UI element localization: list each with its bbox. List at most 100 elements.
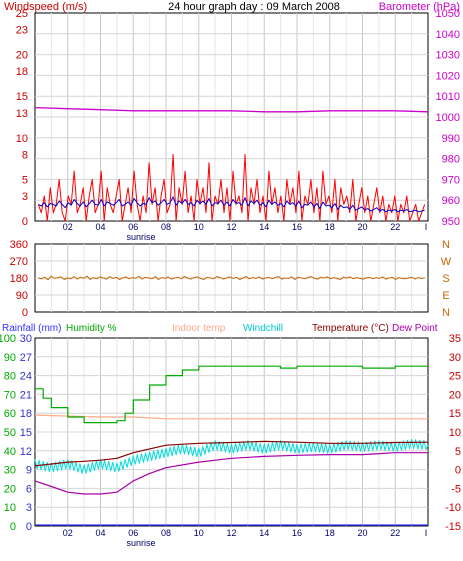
direction-tick-label: 0 — [22, 307, 28, 319]
temperature-tick-label: 10 — [449, 427, 461, 439]
direction-tick-label: 180 — [10, 273, 28, 285]
barometer-axis-ticks: 950 960 970 980 990 1000 1010 1020 1030 1040 1050 — [436, 8, 460, 228]
rainfall-tick-label: 21 — [20, 389, 32, 401]
wind-direction-series — [38, 275, 425, 281]
sunrise-label-2: sunrise — [126, 538, 155, 548]
humidity-axis-ticks: 0 10 20 30 40 50 60 70 80 90 100 — [0, 333, 16, 533]
panel-wind-barometer-grid — [35, 13, 428, 221]
x-tick-label: 22 — [390, 528, 400, 538]
wind-tick-label: 20 — [16, 50, 28, 62]
temperature-tick-label: 0 — [455, 465, 461, 477]
barometer-tick-label: 1040 — [436, 29, 460, 41]
humidity-tick-label: 50 — [4, 427, 16, 439]
humidity-tick-label: 40 — [4, 446, 16, 458]
humidity-tick-label: 80 — [4, 371, 16, 383]
barometer-tick-label: 1000 — [436, 112, 460, 124]
x-tick-label: 18 — [325, 222, 335, 232]
wind-axis-ticks: 0 3 5 8 10 13 15 18 20 23 25 — [16, 8, 28, 228]
legend-humidity: Humidity % — [66, 323, 117, 334]
temperature-tick-label: 20 — [449, 389, 461, 401]
legend-rainfall: Rainfall (mm) — [2, 323, 61, 334]
temperature-tick-label: 30 — [449, 352, 461, 364]
wind-barometer-series — [34, 106, 429, 222]
barometer-tick-label: 990 — [442, 133, 460, 145]
direction-tick-label: 270 — [10, 256, 28, 268]
dew-point-line — [34, 452, 428, 495]
x-tick-label: 12 — [226, 222, 236, 232]
compass-label: E — [442, 290, 449, 302]
temperature-line — [34, 440, 429, 467]
x-tick-label: 16 — [292, 222, 302, 232]
wind-tick-label: 23 — [16, 25, 28, 37]
temperature-tick-label: 35 — [449, 333, 461, 345]
x-tick-label: 22 — [390, 222, 400, 232]
temperature-tick-label: -10 — [445, 502, 461, 514]
x-tick-label: 14 — [259, 222, 269, 232]
humidity-tick-label: 70 — [4, 389, 16, 401]
x-tick-label: 16 — [292, 528, 302, 538]
barometer-tick-label: 960 — [442, 195, 460, 207]
rainfall-tick-label: 3 — [26, 502, 32, 514]
humidity-tick-label: 0 — [10, 521, 16, 533]
temperature-tick-label: -15 — [445, 521, 461, 533]
x-tick-label: 04 — [95, 222, 105, 232]
rainfall-axis-ticks: 0 3 6 9 12 15 18 21 24 27 30 — [20, 333, 32, 533]
x-tick-label: 20 — [357, 222, 367, 232]
x-tick-label: 04 — [95, 528, 105, 538]
temperature-tick-label: 5 — [455, 446, 461, 458]
wind-tick-label: 5 — [22, 174, 28, 186]
wind-tick-label: 13 — [16, 108, 28, 120]
wind-tick-label: 18 — [16, 66, 28, 78]
legend-windchill: Windchill — [243, 323, 283, 334]
barometer-line — [34, 106, 429, 113]
barometer-tick-label: 980 — [442, 154, 460, 166]
windchill-line — [34, 439, 429, 474]
humidity-line — [35, 365, 428, 424]
compass-label: W — [441, 256, 452, 268]
x-tick-label: 08 — [161, 528, 171, 538]
direction-axis-ticks: 0 90 180 270 360 — [10, 239, 28, 319]
barometer-legend: Barometer (hPa) — [379, 1, 460, 13]
x-tick-label: 10 — [194, 222, 204, 232]
temperature-axis-ticks: -15 -10 -5 0 5 10 15 20 25 30 35 — [445, 333, 461, 533]
panel-temp-x-ticks: 02 04 06 08 10 12 14 16 18 20 22 I — [63, 528, 428, 538]
legend-indoor-temp: Indoor temp — [172, 323, 226, 334]
x-tick-label: 14 — [259, 528, 269, 538]
wind-average-line — [38, 196, 425, 213]
rainfall-tick-label: 18 — [20, 408, 32, 420]
humidity-tick-label: 90 — [4, 352, 16, 364]
wind-legend: Windspeed (m/s) — [4, 1, 87, 13]
sunrise-label-1: sunrise — [126, 232, 155, 242]
direction-tick-label: 90 — [16, 290, 28, 302]
rainfall-tick-label: 0 — [26, 521, 32, 533]
panel-wind-x-ticks: 02 04 06 08 10 12 14 16 18 20 22 I — [63, 222, 428, 232]
wind-tick-label: 3 — [22, 191, 28, 203]
x-tick-label: 08 — [161, 222, 171, 232]
barometer-tick-label: 950 — [442, 216, 460, 228]
rainfall-tick-label: 9 — [26, 465, 32, 477]
chart-title: 24 hour graph day : 09 March 2008 — [168, 1, 340, 13]
wind-tick-label: 25 — [16, 8, 28, 20]
rainfall-tick-label: 30 — [20, 333, 32, 345]
humidity-tick-label: 60 — [4, 408, 16, 420]
legend-temperature: Temperature (°C) — [312, 323, 389, 334]
x-tick-label: 02 — [63, 528, 73, 538]
barometer-tick-label: 1050 — [436, 8, 460, 20]
x-tick-label: 18 — [325, 528, 335, 538]
humidity-tick-label: 30 — [4, 465, 16, 477]
rainfall-tick-label: 15 — [20, 427, 32, 439]
wind-direction-line — [38, 275, 425, 281]
wind-tick-label: 10 — [16, 133, 28, 145]
x-tick-label: I — [425, 222, 428, 232]
humidity-tick-label: 10 — [4, 502, 16, 514]
x-tick-label: 06 — [128, 222, 138, 232]
temperature-tick-label: 15 — [449, 408, 461, 420]
compass-label: N — [442, 307, 450, 319]
wind-tick-label: 8 — [22, 149, 28, 161]
x-tick-label: 10 — [194, 528, 204, 538]
legend-dew-point: Dew Point — [392, 323, 438, 334]
